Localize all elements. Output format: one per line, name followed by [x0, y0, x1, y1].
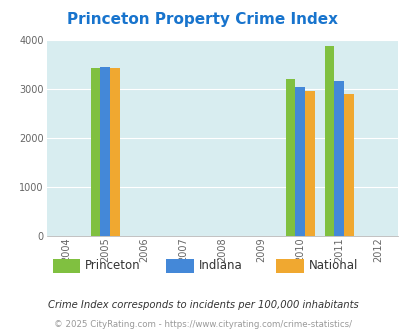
- Text: Crime Index corresponds to incidents per 100,000 inhabitants: Crime Index corresponds to incidents per…: [47, 300, 358, 310]
- Text: Indiana: Indiana: [198, 259, 242, 272]
- Bar: [305, 91, 314, 236]
- Bar: [110, 68, 119, 236]
- Bar: [90, 68, 100, 236]
- Bar: [334, 81, 343, 236]
- Bar: [295, 87, 305, 236]
- Text: National: National: [308, 259, 357, 272]
- Bar: [324, 46, 334, 236]
- Text: Princeton: Princeton: [85, 259, 141, 272]
- Bar: [100, 67, 110, 236]
- Bar: [343, 94, 353, 236]
- Bar: [285, 79, 295, 236]
- Text: © 2025 CityRating.com - https://www.cityrating.com/crime-statistics/: © 2025 CityRating.com - https://www.city…: [54, 320, 351, 329]
- Text: Princeton Property Crime Index: Princeton Property Crime Index: [67, 12, 338, 26]
